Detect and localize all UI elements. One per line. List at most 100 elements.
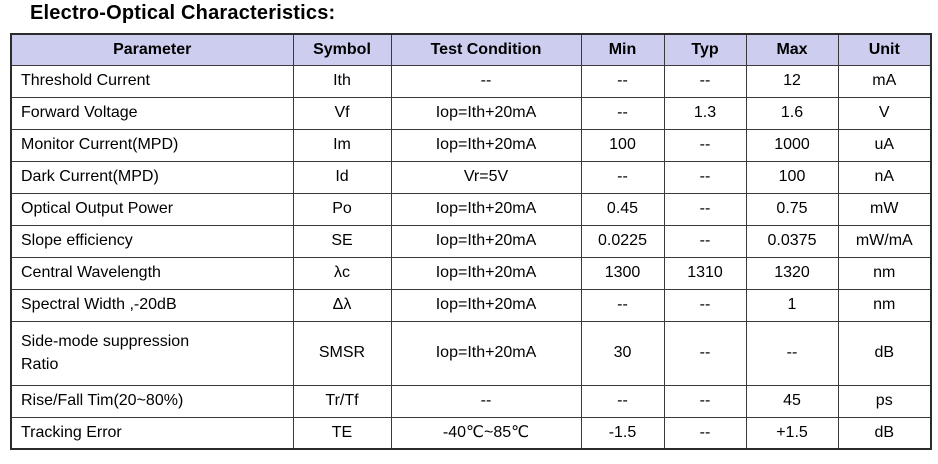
cell-min: 0.0225: [580, 224, 665, 258]
cell-min: 0.45: [580, 192, 665, 226]
table-row: Forward Voltage Vf Iop=Ith+20mA -- 1.3 1.6 V: [10, 96, 932, 130]
cell-parameter: Slope efficiency: [10, 224, 294, 258]
cell-typ: 1.3: [663, 96, 747, 130]
header-max: Max: [745, 33, 839, 66]
cell-min: 100: [580, 128, 665, 162]
cell-unit: nA: [837, 160, 932, 194]
table-row: Central Wavelength λc Iop=Ith+20mA 1300 1310…: [10, 256, 932, 290]
cell-max: 1.6: [745, 96, 839, 130]
header-min: Min: [580, 33, 665, 66]
cell-condition: Iop=Ith+20mA: [390, 256, 582, 290]
table-body: Threshold Current Ith -- -- -- 12 mA Forward Vo…: [10, 64, 932, 450]
cell-unit: nm: [837, 256, 932, 290]
cell-typ: --: [663, 224, 747, 258]
cell-parameter: Dark Current(MPD): [10, 160, 294, 194]
header-symbol: Symbol: [292, 33, 392, 66]
cell-min: --: [580, 384, 665, 418]
cell-unit: dB: [837, 320, 932, 386]
cell-min: 30: [580, 320, 665, 386]
header-unit: Unit: [837, 33, 932, 66]
table-row: Optical Output Power Po Iop=Ith+20mA 0.45 --…: [10, 192, 932, 226]
page-title: Electro-Optical Characteristics:: [30, 2, 336, 24]
cell-max: 12: [745, 64, 839, 98]
cell-symbol: λc: [292, 256, 392, 290]
cell-parameter: Threshold Current: [10, 64, 294, 98]
table-row: Monitor Current(MPD) Im Iop=Ith+20mA 100 -- 1…: [10, 128, 932, 162]
cell-typ: --: [663, 128, 747, 162]
cell-min: --: [580, 160, 665, 194]
cell-typ: --: [663, 160, 747, 194]
table-header-row: Parameter Symbol Test Condition Min Typ …: [10, 33, 932, 66]
cell-condition: Vr=5V: [390, 160, 582, 194]
table-row: Slope efficiency SE Iop=Ith+20mA 0.0225 -- 0.…: [10, 224, 932, 258]
cell-typ: --: [663, 192, 747, 226]
cell-symbol: Ith: [292, 64, 392, 98]
cell-max: 45: [745, 384, 839, 418]
cell-condition: Iop=Ith+20mA: [390, 192, 582, 226]
header-parameter: Parameter: [10, 33, 294, 66]
cell-max: 1320: [745, 256, 839, 290]
cell-unit: uA: [837, 128, 932, 162]
cell-typ: --: [663, 384, 747, 418]
cell-max: 0.75: [745, 192, 839, 226]
cell-typ: --: [663, 64, 747, 98]
cell-symbol: Vf: [292, 96, 392, 130]
cell-parameter: Spectral Width ,-20dB: [10, 288, 294, 322]
table-row: Dark Current(MPD) Id Vr=5V -- -- 100 nA: [10, 160, 932, 194]
table-row: Rise/Fall Tim(20~80%) Tr/Tf -- -- -- 45 ps: [10, 384, 932, 418]
cell-typ: --: [663, 288, 747, 322]
cell-max: 1: [745, 288, 839, 322]
cell-parameter: Monitor Current(MPD): [10, 128, 294, 162]
cell-max: 0.0375: [745, 224, 839, 258]
cell-symbol: Id: [292, 160, 392, 194]
cell-unit: nm: [837, 288, 932, 322]
cell-symbol: SE: [292, 224, 392, 258]
cell-unit: mA: [837, 64, 932, 98]
cell-typ: --: [663, 320, 747, 386]
table-row: Threshold Current Ith -- -- -- 12 mA: [10, 64, 932, 98]
cell-condition: Iop=Ith+20mA: [390, 224, 582, 258]
cell-parameter: Central Wavelength: [10, 256, 294, 290]
table-header: Parameter Symbol Test Condition Min Typ …: [10, 33, 932, 66]
cell-symbol: Po: [292, 192, 392, 226]
cell-condition: -40℃~85℃: [390, 416, 582, 450]
cell-max: --: [745, 320, 839, 386]
cell-condition: Iop=Ith+20mA: [390, 128, 582, 162]
cell-symbol: SMSR: [292, 320, 392, 386]
cell-min: --: [580, 64, 665, 98]
cell-condition: --: [390, 384, 582, 418]
cell-condition: Iop=Ith+20mA: [390, 288, 582, 322]
cell-symbol: Δλ: [292, 288, 392, 322]
cell-max: 100: [745, 160, 839, 194]
cell-unit: mW/mA: [837, 224, 932, 258]
cell-parameter: Optical Output Power: [10, 192, 294, 226]
cell-parameter: Rise/Fall Tim(20~80%): [10, 384, 294, 418]
cell-unit: V: [837, 96, 932, 130]
table-row: Spectral Width ,-20dB Δλ Iop=Ith+20mA -- -- 1…: [10, 288, 932, 322]
cell-min: -1.5: [580, 416, 665, 450]
cell-symbol: Im: [292, 128, 392, 162]
cell-min: --: [580, 96, 665, 130]
cell-min: 1300: [580, 256, 665, 290]
cell-max: +1.5: [745, 416, 839, 450]
cell-symbol: Tr/Tf: [292, 384, 392, 418]
cell-unit: dB: [837, 416, 932, 450]
cell-parameter: Tracking Error: [10, 416, 294, 450]
cell-typ: 1310: [663, 256, 747, 290]
electro-optical-characteristics-table: Parameter Symbol Test Condition Min Typ …: [10, 33, 932, 450]
cell-parameter: Forward Voltage: [10, 96, 294, 130]
cell-parameter: Side-mode suppression Ratio: [10, 320, 294, 386]
table-row: Side-mode suppression Ratio SMSR Iop=Ith+2…: [10, 320, 932, 386]
cell-condition: --: [390, 64, 582, 98]
table-row: Tracking Error TE -40℃~85℃ -1.5 -- +1.5 dB: [10, 416, 932, 450]
cell-symbol: TE: [292, 416, 392, 450]
cell-min: --: [580, 288, 665, 322]
cell-condition: Iop=Ith+20mA: [390, 96, 582, 130]
header-typ: Typ: [663, 33, 747, 66]
cell-unit: ps: [837, 384, 932, 418]
cell-typ: --: [663, 416, 747, 450]
cell-condition: Iop=Ith+20mA: [390, 320, 582, 386]
header-test-condition: Test Condition: [390, 33, 582, 66]
cell-unit: mW: [837, 192, 932, 226]
